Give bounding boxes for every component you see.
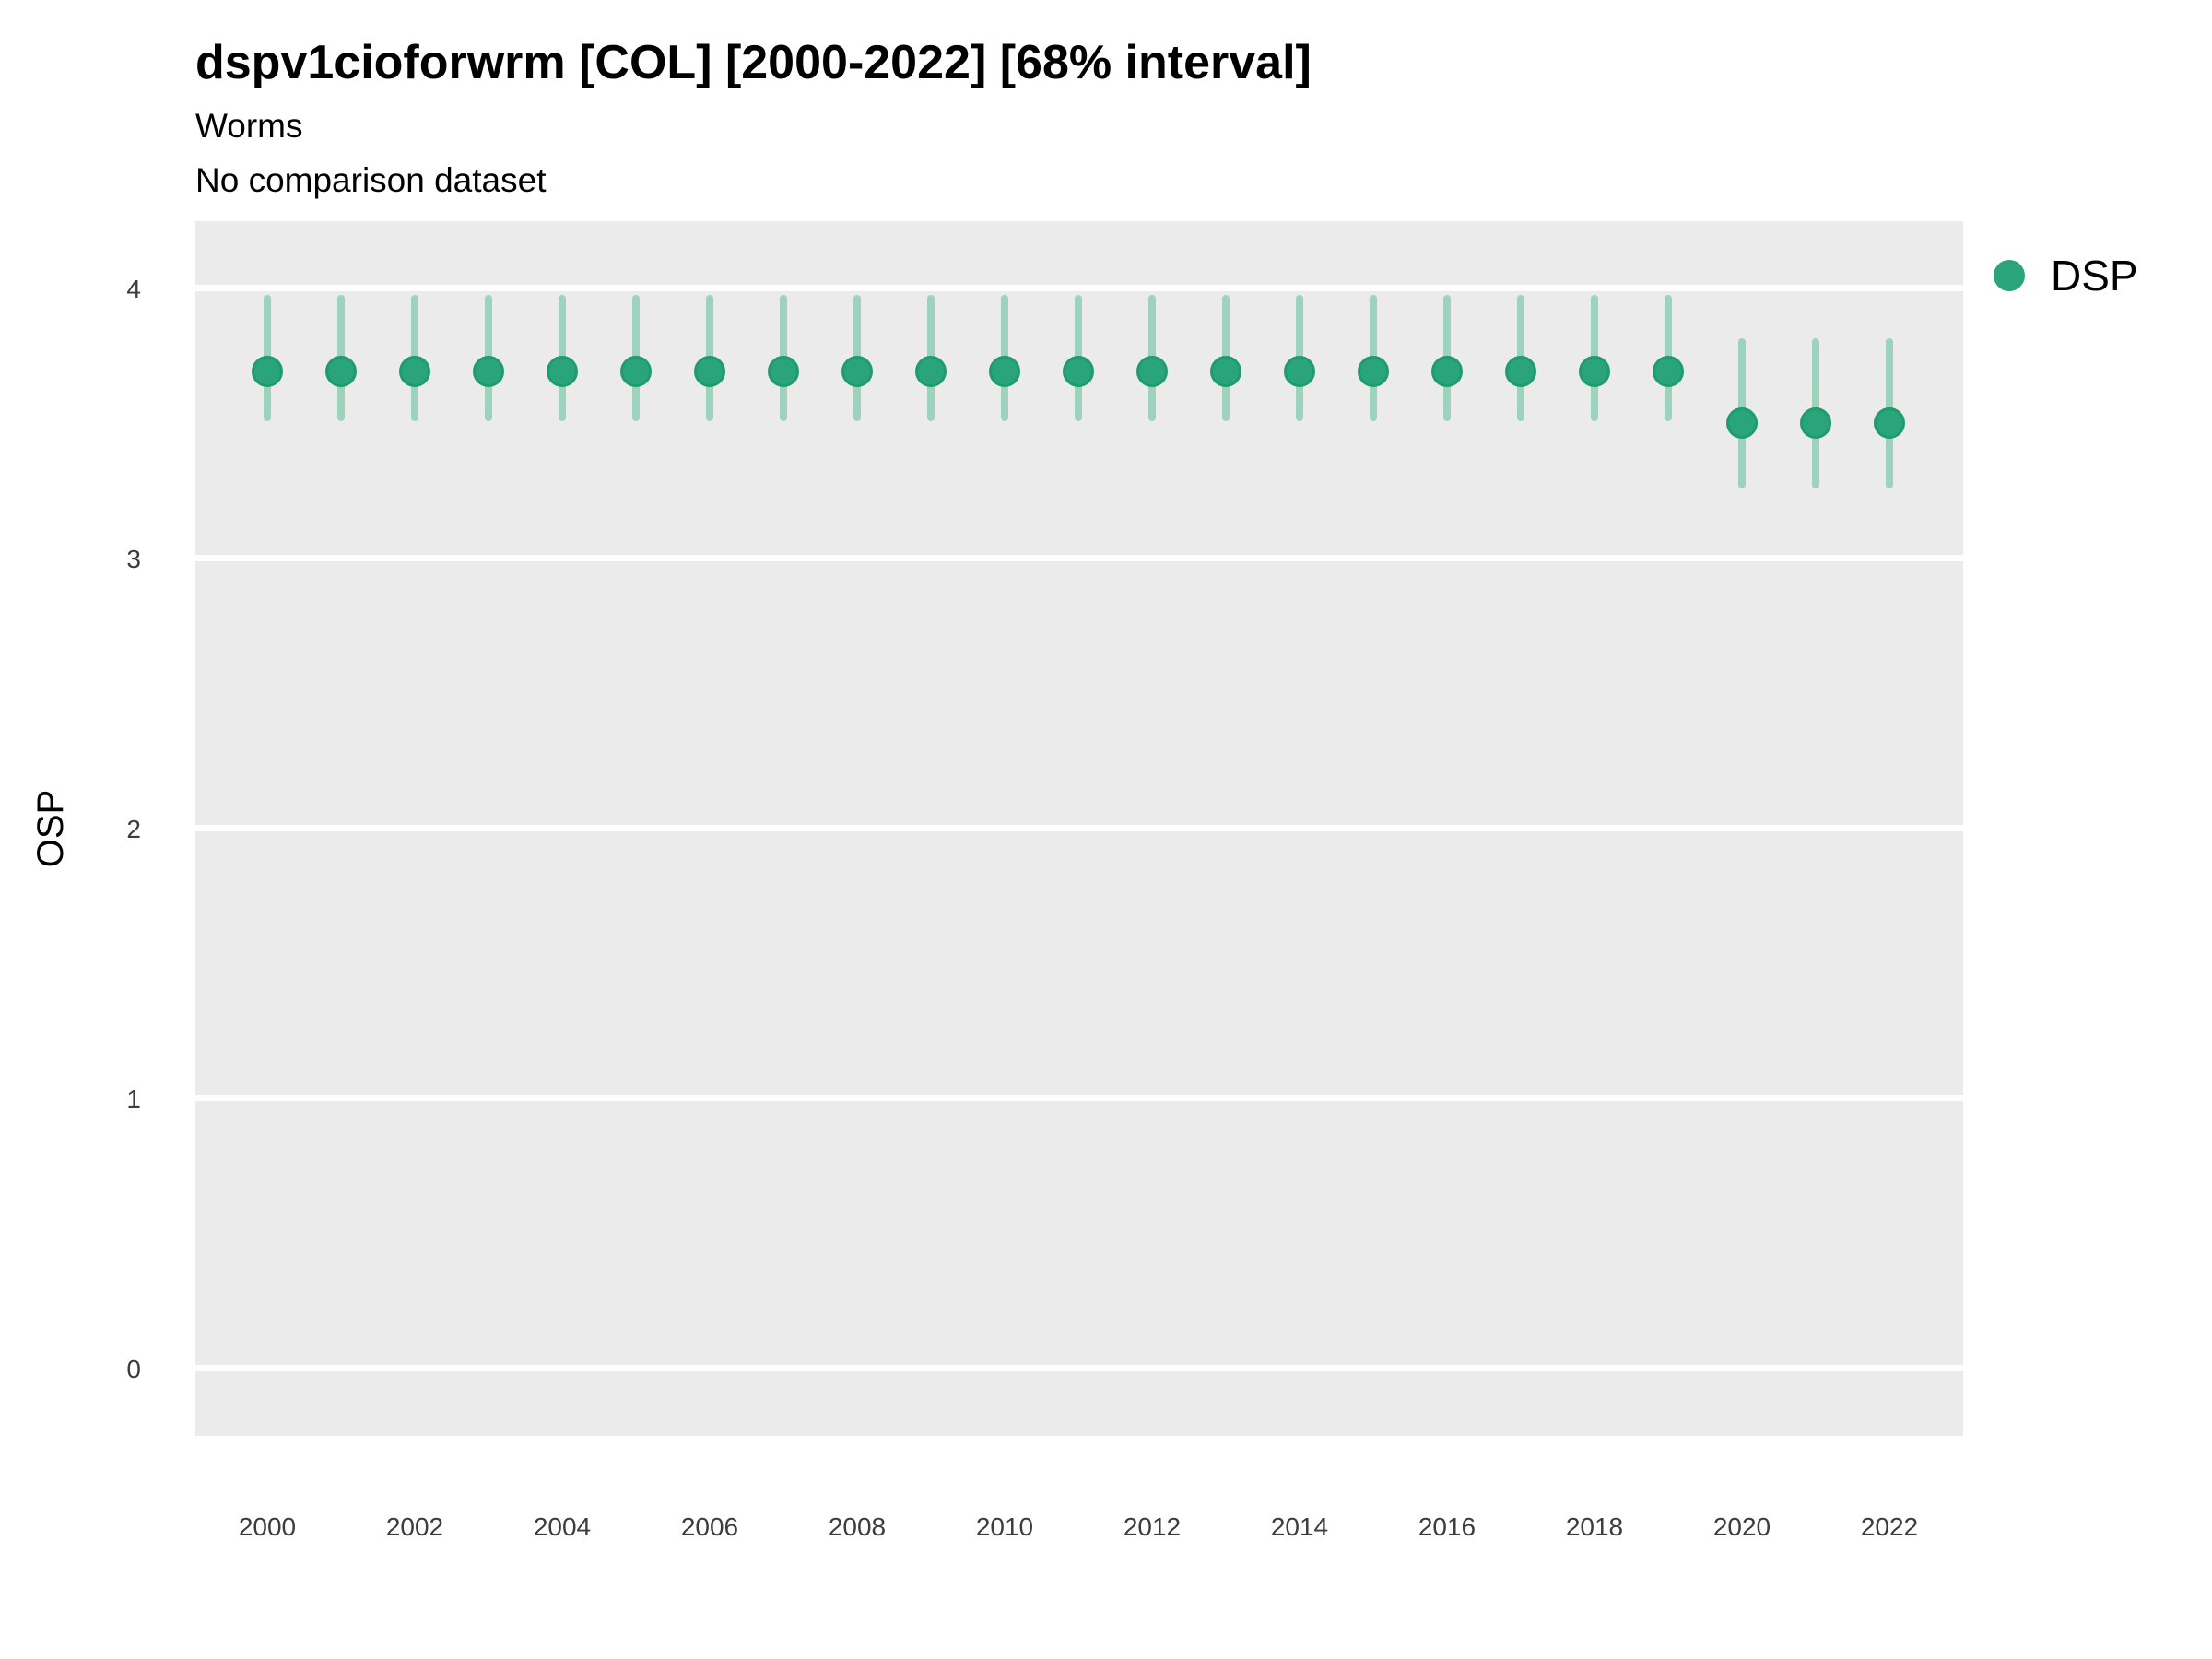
chart-subtitle: Worms	[195, 107, 303, 145]
data-point	[768, 355, 799, 387]
gridline-y-1	[195, 1094, 1963, 1101]
x-tick-label: 2010	[975, 1512, 1034, 1541]
x-tick-label: 2020	[1712, 1512, 1771, 1541]
x-tick-label: 2000	[238, 1512, 297, 1541]
data-point	[841, 355, 873, 387]
data-point	[473, 355, 504, 387]
x-tick-label: 2006	[680, 1512, 739, 1541]
data-point	[620, 355, 652, 387]
data-point	[915, 355, 947, 387]
x-tick-label: 2002	[385, 1512, 444, 1541]
data-point	[1284, 355, 1315, 387]
y-tick-label: 0	[126, 1355, 141, 1383]
y-tick-label: 2	[126, 815, 141, 843]
y-tick-label: 3	[126, 545, 141, 573]
y-tick-label: 4	[126, 275, 141, 303]
gridline-y-0	[195, 1364, 1963, 1371]
legend-point-icon	[1994, 260, 2025, 291]
data-point	[1358, 355, 1389, 387]
data-point	[1653, 355, 1684, 387]
legend-label: DSP	[2051, 252, 2138, 300]
data-point	[1210, 355, 1241, 387]
data-point	[1874, 406, 1905, 439]
gridline-y-4	[195, 284, 1963, 291]
data-point	[1726, 406, 1758, 439]
x-tick-label: 2004	[533, 1512, 592, 1541]
chart-comparison-note: No comparison dataset	[195, 161, 547, 199]
data-point	[1063, 355, 1094, 387]
data-point	[547, 355, 578, 387]
data-point	[252, 355, 283, 387]
legend: DSP	[1994, 253, 2138, 298]
x-tick-label: 2012	[1123, 1512, 1182, 1541]
plot-panel	[195, 221, 1963, 1436]
x-tick-label: 2016	[1418, 1512, 1477, 1541]
data-point	[694, 355, 725, 387]
y-tick-label: 1	[126, 1085, 141, 1113]
data-point	[325, 355, 357, 387]
data-point	[1505, 355, 1536, 387]
x-tick-label: 2008	[828, 1512, 887, 1541]
data-point	[989, 355, 1020, 387]
chart-title: dspv1cioforwrm [COL] [2000-2022] [68% in…	[195, 36, 1312, 89]
data-point	[1136, 355, 1168, 387]
data-point	[1431, 355, 1463, 387]
gridline-y-2	[195, 824, 1963, 831]
x-tick-label: 2022	[1860, 1512, 1919, 1541]
data-point	[1800, 406, 1831, 439]
data-point	[1579, 355, 1610, 387]
gridline-y-3	[195, 554, 1963, 561]
x-tick-label: 2014	[1270, 1512, 1329, 1541]
data-point	[399, 355, 430, 387]
x-tick-label: 2018	[1565, 1512, 1624, 1541]
